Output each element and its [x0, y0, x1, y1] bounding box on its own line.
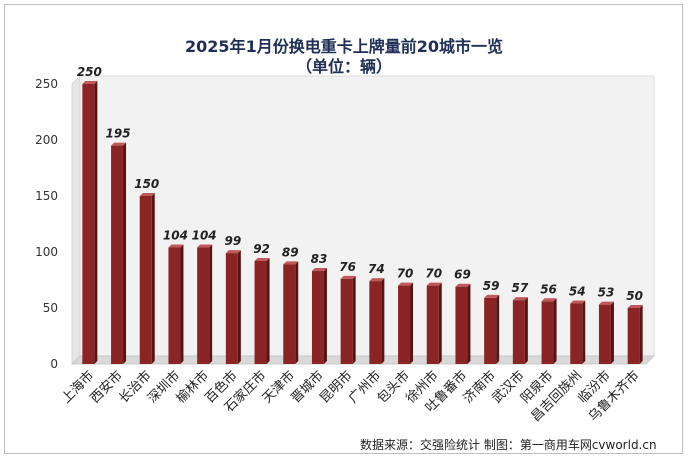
back-wall [79, 75, 655, 357]
bar [512, 300, 525, 364]
bar [225, 253, 238, 364]
bar [455, 286, 468, 364]
bar-side [381, 278, 385, 364]
bar [111, 145, 124, 364]
bar-top [197, 244, 213, 248]
bar [139, 196, 152, 364]
y-tick-label: 50 [43, 301, 58, 315]
bar-side [323, 268, 327, 364]
y-tick-label: 150 [35, 189, 58, 203]
bar-top [570, 300, 586, 304]
data-label: 99 [224, 234, 241, 248]
data-label: 53 [598, 286, 615, 300]
bar-top [139, 193, 155, 196]
source-note: 数据来源：交强险统计 制图：第一商用车网cvworld.cn [360, 438, 657, 452]
data-label: 89 [282, 245, 299, 259]
bar-side [266, 257, 270, 364]
data-label: 83 [311, 252, 328, 266]
chart-subtitle: （单位：辆） [295, 57, 392, 76]
bar-top [225, 250, 241, 254]
y-tick-label: 200 [35, 133, 58, 147]
bar-side [553, 298, 557, 364]
data-label: 56 [540, 282, 557, 296]
bar-top [340, 275, 356, 279]
bar-top [398, 282, 414, 286]
bar-top [254, 257, 270, 261]
floor [71, 355, 655, 365]
bar [254, 260, 267, 364]
bar-side [180, 244, 184, 364]
bar-top [283, 261, 299, 265]
data-label: 104 [192, 229, 217, 243]
data-label: 104 [163, 229, 188, 243]
data-label: 250 [77, 65, 102, 79]
bar [570, 303, 583, 364]
bar [398, 285, 411, 364]
bar-side [94, 81, 98, 364]
data-label: 54 [569, 285, 586, 299]
data-label: 92 [253, 242, 270, 256]
bar-side [438, 282, 442, 364]
data-label: 195 [106, 127, 131, 141]
data-label: 74 [368, 262, 385, 276]
bar-top [512, 297, 528, 301]
bar-top [541, 298, 557, 302]
data-label: 57 [511, 281, 528, 295]
data-label: 59 [483, 279, 500, 293]
data-label: 70 [425, 267, 442, 281]
bar [598, 304, 611, 364]
bar [369, 281, 382, 364]
bar-side [582, 300, 586, 364]
bar-side [410, 282, 414, 364]
bar-top [426, 282, 442, 286]
bar [340, 278, 353, 364]
bar-side [352, 275, 356, 364]
data-label: 76 [339, 260, 356, 274]
bar-top [484, 294, 500, 298]
bar [426, 285, 439, 364]
bar [541, 301, 554, 364]
side-wall [71, 75, 81, 365]
bar [82, 84, 95, 364]
y-tick-label: 250 [35, 77, 58, 91]
bar [627, 308, 640, 364]
bar-top [369, 278, 385, 282]
bar-side [295, 261, 299, 364]
bar-side [151, 193, 155, 364]
bar-side [524, 297, 528, 364]
bar-top [598, 301, 614, 305]
data-label: 150 [134, 177, 159, 191]
bar-top [311, 268, 327, 272]
bar-side [639, 305, 643, 364]
chart-title: 2025年1月份换电重卡上牌量前20城市一览 [185, 37, 503, 56]
bar [311, 271, 324, 364]
bar-side [123, 142, 127, 364]
data-label: 70 [397, 267, 414, 281]
data-label: 69 [454, 268, 471, 282]
bar-side [496, 294, 500, 364]
bar [197, 247, 210, 364]
bar-top [168, 244, 184, 248]
bar-top [455, 283, 471, 287]
bar-top [111, 142, 127, 146]
data-label: 50 [626, 289, 643, 303]
bar-side [209, 244, 213, 364]
bar [283, 264, 296, 364]
bar-side [610, 301, 614, 364]
bar-side [467, 283, 471, 364]
y-tick-label: 100 [35, 245, 58, 259]
y-tick-label: 0 [50, 357, 58, 371]
bar [484, 297, 497, 364]
bar-side [237, 250, 241, 364]
bar-top [82, 81, 98, 84]
bar [168, 247, 181, 364]
bar-top [627, 305, 643, 308]
